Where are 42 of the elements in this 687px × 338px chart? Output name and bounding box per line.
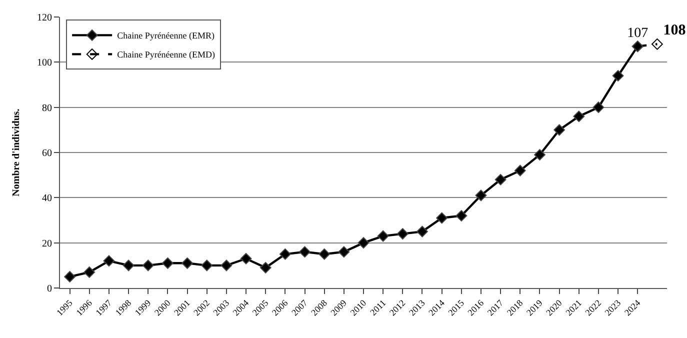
y-tick-label: 100 bbox=[37, 58, 52, 69]
point bbox=[338, 246, 350, 258]
point bbox=[612, 70, 624, 82]
point bbox=[416, 226, 428, 238]
point bbox=[182, 257, 193, 269]
point bbox=[279, 248, 291, 260]
point bbox=[494, 174, 506, 186]
y-tick-label: 60 bbox=[42, 148, 52, 159]
data-label: 108 bbox=[663, 22, 686, 38]
legend-label: Chaine Pyrénéenne (EMR) bbox=[117, 30, 215, 41]
data-label: 107 bbox=[627, 26, 648, 41]
point bbox=[299, 246, 310, 258]
point bbox=[396, 228, 408, 240]
y-tick-label: 120 bbox=[37, 12, 52, 24]
point bbox=[64, 271, 76, 282]
y-tick-label: 0 bbox=[47, 284, 52, 294]
point bbox=[122, 260, 134, 272]
y-axis-title: Nombre d'individus. bbox=[11, 108, 22, 196]
point bbox=[260, 262, 272, 274]
point bbox=[103, 255, 115, 267]
y-tick-label: 80 bbox=[42, 102, 52, 114]
point bbox=[514, 164, 526, 176]
legend-label: Chaine Pyrénéenne (EMD) bbox=[117, 50, 216, 60]
point bbox=[652, 38, 663, 50]
y-tick-label: 20 bbox=[42, 238, 52, 250]
point bbox=[142, 260, 154, 272]
point bbox=[220, 260, 232, 272]
point bbox=[358, 237, 370, 249]
point bbox=[240, 252, 252, 264]
point bbox=[456, 210, 468, 222]
point bbox=[573, 110, 585, 122]
point bbox=[162, 257, 174, 269]
y-tick-label: 40 bbox=[42, 193, 52, 204]
point bbox=[201, 260, 213, 272]
point bbox=[592, 102, 604, 114]
point bbox=[436, 212, 448, 224]
point bbox=[534, 149, 546, 160]
point bbox=[318, 248, 330, 260]
point bbox=[475, 190, 487, 202]
point bbox=[84, 266, 96, 278]
point bbox=[554, 124, 566, 136]
point bbox=[377, 230, 389, 242]
